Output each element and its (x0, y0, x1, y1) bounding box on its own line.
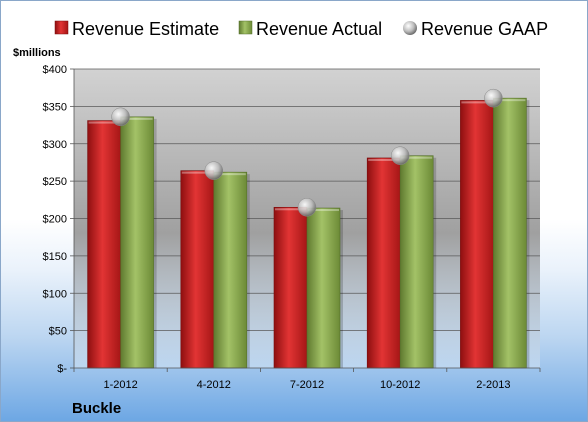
legend: Revenue Estimate Revenue Actual Revenue … (54, 19, 548, 39)
y-tick-label: $300 (43, 139, 67, 151)
bar-estimate (366, 157, 401, 369)
bar-estimate (273, 206, 308, 369)
bar-estimate (87, 120, 121, 369)
bar-actual (493, 97, 527, 369)
x-tick-label: 10-2012 (380, 379, 420, 391)
bar-highlight (494, 99, 526, 102)
legend-label-estimate: Revenue Estimate (72, 19, 219, 39)
gaap-markers (111, 88, 503, 217)
bar-highlight (308, 209, 339, 212)
y-axis: $- $50 $100 $150 $200 $250 $300 $350 $400 (43, 64, 75, 375)
y-tick-label: $200 (43, 214, 67, 226)
x-tick-label: 2-2013 (476, 379, 510, 391)
bar-highlight (88, 121, 120, 124)
bar-actual (213, 171, 248, 369)
gaap-marker (390, 146, 410, 165)
x-axis: 1-2012 4-2012 7-2012 10-2012 2-2013 (73, 367, 541, 391)
gaap-marker (111, 107, 130, 127)
bar-actual (120, 116, 154, 369)
bar-actual (399, 155, 434, 369)
bar-highlight (401, 156, 433, 159)
bar-highlight (214, 173, 246, 176)
x-tick-label: 4-2012 (197, 379, 231, 391)
company-label: Buckle (72, 400, 121, 417)
legend-label-gaap: Revenue GAAP (421, 19, 548, 39)
legend-item-gaap: Revenue GAAP (403, 19, 548, 39)
y-tick-label: $150 (43, 251, 67, 263)
x-tick-label: 1-2012 (103, 379, 137, 391)
legend-swatch-actual (238, 20, 253, 35)
bar-estimate (180, 170, 215, 369)
legend-swatch-estimate (54, 20, 69, 35)
gaap-marker (484, 88, 503, 108)
legend-item-estimate: Revenue Estimate (54, 19, 219, 39)
y-tick-label: $250 (43, 176, 67, 188)
bar-highlight (275, 208, 306, 211)
y-tick-label: $100 (43, 288, 67, 300)
legend-label-actual: Revenue Actual (256, 19, 382, 39)
y-unit-label: $millions (13, 47, 61, 59)
bars (87, 97, 530, 369)
y-tick-label: $350 (43, 101, 67, 113)
bar-highlight (368, 158, 400, 161)
legend-marker-gaap (403, 21, 417, 35)
y-tick-label: $50 (49, 326, 67, 338)
y-tick-label: $400 (43, 64, 67, 76)
x-tick-label: 7-2012 (290, 379, 324, 391)
bar-highlight (181, 171, 213, 174)
bar-highlight (461, 101, 493, 104)
bar-highlight (121, 117, 153, 120)
gaap-marker (204, 161, 224, 180)
legend-item-actual: Revenue Actual (238, 19, 382, 39)
bar-estimate (460, 100, 494, 369)
bar-actual (306, 207, 341, 369)
gaap-marker (297, 198, 317, 217)
y-tick-label: $- (57, 363, 67, 375)
